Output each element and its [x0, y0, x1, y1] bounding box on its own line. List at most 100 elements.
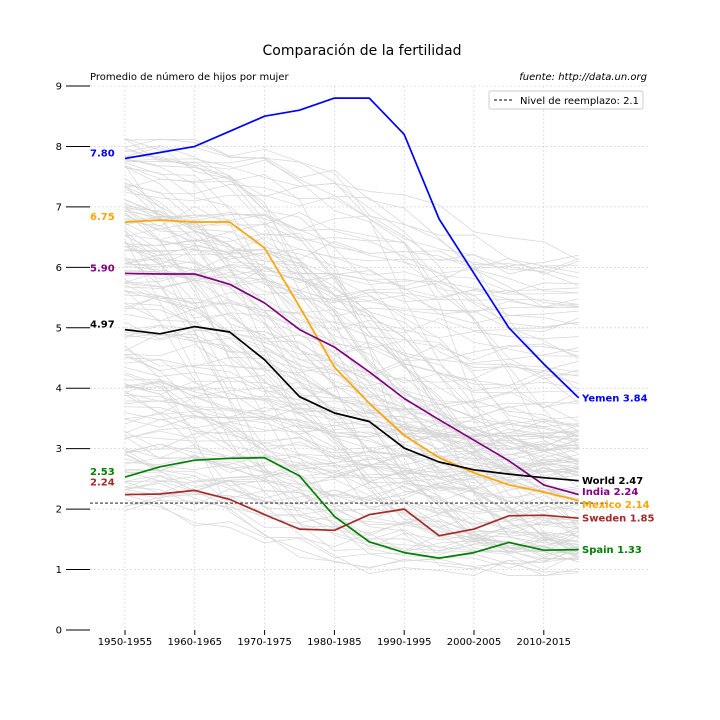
background-country-line	[124, 280, 579, 408]
y-tick-label: 7	[56, 202, 62, 213]
background-country-line	[124, 210, 579, 294]
background-country-line	[124, 291, 579, 361]
background-country-line	[124, 290, 579, 532]
start-label-world: 4.97	[90, 320, 115, 331]
background-country-line	[124, 353, 579, 458]
background-country-line	[124, 475, 579, 557]
background-country-line	[124, 149, 579, 525]
background-country-line	[124, 426, 579, 493]
background-country-line	[124, 249, 579, 371]
background-country-line	[124, 435, 579, 553]
chart-subtitle: Promedio de número de hijos por mujer	[90, 71, 289, 83]
y-tick-label: 1	[56, 565, 62, 576]
background-country-line	[124, 165, 579, 545]
background-country-line	[124, 138, 579, 360]
end-label-world: World 2.47	[582, 476, 643, 487]
background-country-line	[124, 230, 579, 423]
x-tick-label: 2010-2015	[517, 637, 572, 648]
start-label-india: 5.90	[90, 263, 115, 274]
grid-lines	[90, 85, 648, 630]
end-label-sweden: Sweden 1.85	[582, 514, 654, 525]
background-country-line	[124, 241, 579, 286]
series-line-yemen	[124, 97, 580, 399]
background-country-line	[124, 206, 579, 529]
background-country-line	[124, 186, 579, 334]
background-country-line	[124, 454, 579, 494]
background-country-line	[124, 277, 579, 529]
background-country-line	[124, 441, 579, 459]
background-country-line	[124, 494, 579, 525]
background-country-line	[124, 284, 579, 390]
x-tick-label: 1990-1995	[377, 637, 432, 648]
end-label-india: India 2.24	[582, 487, 638, 498]
background-country-line	[124, 227, 579, 437]
series-line-sweden	[124, 489, 579, 537]
legend-label: Nivel de reemplazo: 2.1	[520, 96, 639, 107]
background-country-line	[124, 248, 579, 272]
background-country-line	[124, 240, 579, 538]
background-country-line	[124, 199, 579, 292]
background-country-line	[124, 436, 579, 515]
start-label-yemen: 7.80	[90, 149, 115, 160]
background-country-line	[124, 377, 579, 549]
background-country-line	[124, 471, 579, 503]
chart-title: Comparación de la fertilidad	[263, 43, 462, 59]
background-country-line	[124, 467, 579, 512]
x-axis: 1950-1955 1960-1965 1970-1975 1980-1985 1990…	[98, 630, 571, 648]
background-country-line	[124, 205, 579, 305]
background-country-line	[124, 374, 579, 454]
background-country-line	[124, 281, 579, 361]
background-country-line	[124, 212, 579, 558]
series-line-mexico	[124, 219, 579, 502]
background-country-line	[124, 479, 579, 504]
legend-box	[488, 90, 644, 110]
background-country-line	[124, 406, 579, 444]
y-tick-label: 4	[56, 384, 62, 395]
background-country-line	[124, 411, 579, 504]
chart-source: fuente: http://data.un.org	[519, 72, 647, 83]
y-tick-label: 9	[56, 82, 62, 93]
background-country-line	[124, 233, 579, 275]
x-tick-label: 2000-2005	[447, 637, 502, 648]
background-country-line	[124, 500, 579, 557]
y-tick-label: 5	[56, 323, 62, 334]
series-line-spain	[124, 456, 579, 559]
background-country-line	[124, 191, 579, 390]
y-tick-label: 3	[56, 444, 62, 455]
background-country-line	[124, 434, 579, 473]
background-country-line	[124, 260, 579, 339]
background-country-line	[124, 385, 579, 556]
background-country-line	[124, 471, 579, 549]
end-label-yemen: Yemen 3.84	[581, 393, 648, 404]
background-country-line	[124, 206, 579, 418]
y-tick-label: 0	[56, 626, 62, 637]
background-country-line	[124, 355, 579, 489]
background-country-line	[124, 221, 579, 314]
background-country-line	[124, 383, 579, 479]
background-country-line	[124, 443, 579, 564]
background-country-line	[124, 271, 579, 324]
x-tick-label: 1960-1965	[168, 637, 223, 648]
y-tick-label: 6	[56, 263, 62, 274]
x-tick-label: 1970-1975	[237, 637, 292, 648]
x-tick-label: 1950-1955	[98, 637, 153, 648]
y-tick-label: 8	[56, 142, 62, 153]
start-label-mexico: 6.75	[90, 212, 115, 223]
background-country-line	[124, 421, 579, 439]
background-country-line	[124, 378, 579, 499]
background-country-line	[124, 386, 579, 507]
background-country-line	[124, 167, 579, 302]
series-line-world	[124, 325, 579, 482]
background-country-line	[124, 158, 579, 487]
start-label-spain: 2.53	[90, 467, 115, 478]
background-country-line	[124, 156, 579, 441]
legend: Nivel de reemplazo: 2.1	[488, 90, 644, 110]
background-country-line	[124, 230, 579, 530]
x-tick-label: 1980-1985	[307, 637, 362, 648]
background-country-line	[124, 158, 579, 404]
background-country-line	[124, 418, 579, 477]
background-country-line	[124, 468, 579, 562]
background-country-line	[124, 258, 579, 569]
background-country-line	[124, 394, 579, 448]
